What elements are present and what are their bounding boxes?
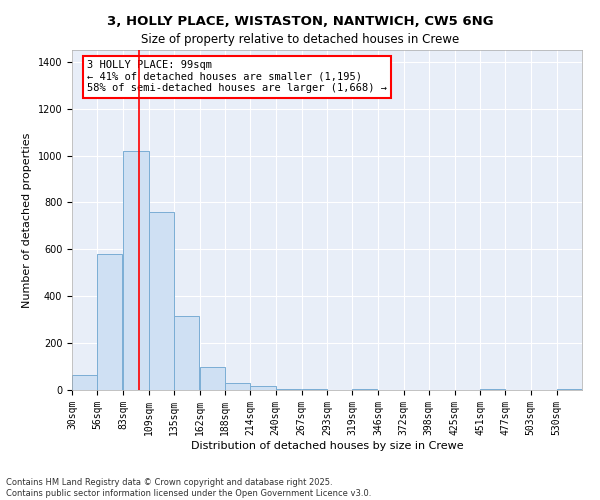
Bar (225, 383, 250, 390)
Text: Contains HM Land Registry data © Crown copyright and database right 2025.
Contai: Contains HM Land Registry data © Crown c… (6, 478, 371, 498)
Bar (200, 366, 225, 390)
Text: 3, HOLLY PLACE, WISTASTON, NANTWICH, CW5 6NG: 3, HOLLY PLACE, WISTASTON, NANTWICH, CW5… (107, 15, 493, 28)
Text: 3 HOLLY PLACE: 99sqm
← 41% of detached houses are smaller (1,195)
58% of semi-de: 3 HOLLY PLACE: 99sqm ← 41% of detached h… (88, 60, 388, 94)
Bar (275, 389, 301, 390)
Bar (72, 375, 97, 390)
X-axis label: Distribution of detached houses by size in Crewe: Distribution of detached houses by size … (191, 440, 463, 450)
Bar (480, 389, 505, 390)
Bar (97, 254, 122, 390)
Bar (149, 212, 174, 390)
Bar (302, 389, 327, 390)
Bar (250, 386, 275, 390)
Bar (124, 151, 149, 390)
Text: Size of property relative to detached houses in Crewe: Size of property relative to detached ho… (141, 32, 459, 46)
Y-axis label: Number of detached properties: Number of detached properties (22, 132, 32, 308)
Bar (557, 389, 582, 390)
Bar (174, 316, 199, 390)
